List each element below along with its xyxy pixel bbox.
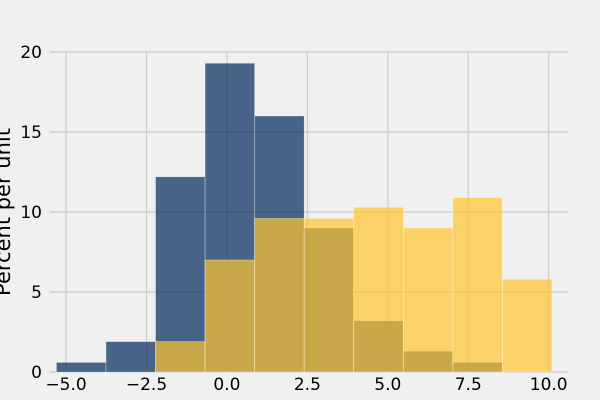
y-tick-label-1: 5 (31, 283, 42, 303)
x-tick-label-5: 7.5 (455, 375, 482, 395)
y-tick-label-3: 15 (20, 123, 42, 143)
histogram-bars (56, 62, 553, 373)
series-1-bar-2 (254, 218, 305, 373)
series-1-bar-4 (353, 206, 404, 373)
x-tick-label-1: −2.5 (126, 375, 167, 395)
x-tick-label-2: 0.0 (213, 375, 240, 395)
series-1-bar-1 (204, 259, 255, 373)
series-1-bar-7 (502, 278, 553, 373)
y-axis-ticks: 0 5 10 15 20 (20, 43, 42, 383)
series-0-bar-2 (155, 176, 206, 373)
series-0-bar-1 (105, 341, 156, 373)
x-axis-ticks: −5.0 −2.5 0.0 2.5 5.0 7.5 10.0 (45, 375, 567, 395)
x-tick-label-6: 10.0 (530, 375, 568, 395)
y-axis-label: Percent per unit (0, 128, 15, 296)
y-tick-label-0: 0 (31, 363, 42, 383)
y-tick-label-4: 20 (20, 43, 42, 63)
series-0-bar-0 (56, 362, 107, 373)
series-1-bar-3 (303, 218, 355, 373)
x-tick-label-3: 2.5 (294, 375, 321, 395)
series-1-bar-5 (402, 227, 454, 373)
series-1-bar-6 (452, 197, 503, 373)
x-tick-label-0: −5.0 (45, 375, 86, 395)
series-1-bar-0 (155, 341, 206, 373)
x-tick-label-4: 5.0 (374, 375, 401, 395)
y-tick-label-2: 10 (20, 203, 42, 223)
